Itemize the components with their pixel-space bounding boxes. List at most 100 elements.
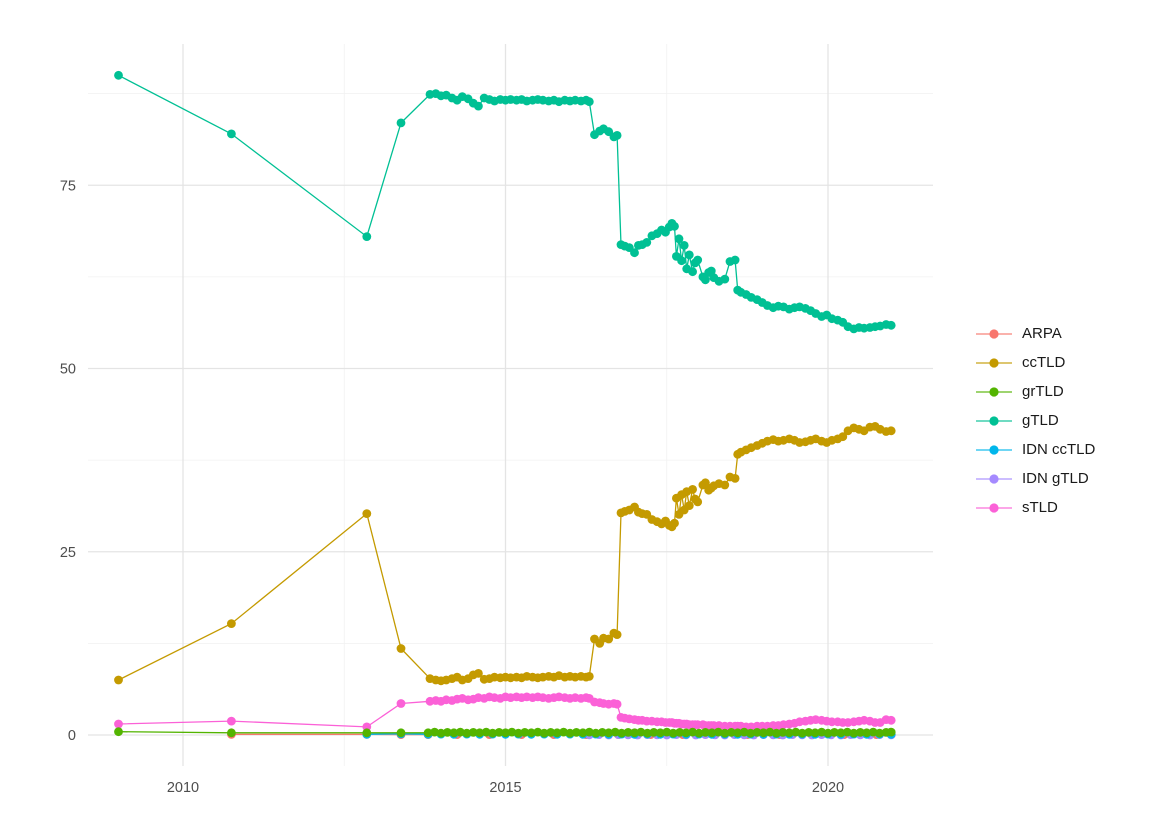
y-tick-label: 0 [68, 728, 76, 744]
data-point [886, 727, 896, 737]
data-point [449, 728, 459, 738]
data-point [688, 485, 697, 494]
legend-item-ARPA: ARPA [975, 319, 1095, 348]
data-point [643, 728, 652, 738]
data-point [526, 728, 536, 738]
legend-key-icon [976, 473, 1012, 484]
data-point [227, 129, 236, 139]
data-point [713, 727, 723, 737]
data-point [565, 728, 575, 738]
y-tick-label: 50 [60, 362, 76, 378]
data-point [630, 248, 639, 258]
data-point [612, 699, 622, 709]
legend-key-icon [976, 357, 1012, 368]
y-tick-label: 25 [60, 545, 76, 561]
data-point [784, 728, 794, 738]
data-point [539, 728, 549, 738]
data-point [520, 728, 530, 737]
data-point [612, 131, 622, 140]
data-point [830, 728, 839, 737]
data-point [706, 266, 716, 276]
series-sTLD [114, 692, 896, 732]
legend-item-IDN-ccTLD: IDN ccTLD [975, 435, 1095, 464]
data-point [684, 501, 694, 510]
legend-label: gTLD [1022, 412, 1059, 429]
data-point [649, 728, 659, 737]
data-point [488, 728, 497, 738]
data-point [507, 727, 517, 737]
data-point [475, 728, 485, 738]
data-point [693, 255, 703, 265]
legend-label: ARPA [1022, 325, 1062, 342]
data-point [227, 728, 236, 738]
x-tick-label: 2010 [167, 780, 199, 796]
data-point [436, 728, 446, 738]
data-point [772, 728, 781, 738]
data-point [668, 728, 678, 738]
data-point [396, 699, 406, 708]
legend-label: sTLD [1022, 499, 1058, 516]
data-point [114, 70, 123, 80]
data-point [720, 728, 730, 738]
data-point [396, 118, 406, 128]
data-point [674, 234, 684, 244]
data-point [730, 255, 740, 265]
data-point [630, 728, 639, 738]
data-point [688, 267, 697, 277]
data-point [362, 509, 372, 518]
data-point [765, 727, 775, 737]
data-point [720, 274, 730, 284]
data-point [546, 728, 556, 737]
data-point [572, 728, 581, 737]
data-point [778, 728, 788, 737]
legend-key-icon [976, 328, 1012, 339]
data-point [693, 497, 703, 507]
legend-key-icon [976, 444, 1012, 455]
y-tick-label: 75 [60, 178, 76, 194]
series-gTLD [114, 70, 896, 334]
data-point [804, 728, 814, 737]
data-point [855, 728, 865, 737]
data-point [701, 478, 710, 488]
legend-label: IDN gTLD [1022, 470, 1089, 487]
legend-item-IDN-gTLD: IDN gTLD [975, 464, 1095, 493]
data-point [612, 630, 622, 639]
legend-item-grTLD: grTLD [975, 377, 1095, 406]
data-point [642, 238, 652, 247]
data-point [707, 728, 717, 738]
legend-label: IDN ccTLD [1022, 441, 1096, 458]
data-point [838, 432, 848, 442]
data-point [514, 728, 523, 738]
data-point [578, 728, 588, 738]
legend-label: ccTLD [1022, 354, 1066, 371]
data-point [455, 727, 465, 737]
data-point [604, 728, 614, 738]
data-point [733, 728, 743, 738]
data-point [617, 728, 626, 738]
data-point [552, 728, 562, 738]
data-point [681, 728, 691, 738]
data-point [670, 221, 679, 231]
data-point [842, 727, 852, 737]
data-point [423, 728, 433, 738]
data-point [584, 727, 594, 737]
data-point [886, 426, 896, 436]
data-point [114, 727, 123, 737]
data-point [823, 728, 833, 738]
data-point [679, 241, 689, 250]
data-point [396, 728, 406, 738]
data-point [701, 275, 710, 285]
data-point [362, 232, 372, 242]
data-point [474, 101, 483, 111]
data-point [746, 728, 755, 738]
x-tick-label: 2015 [489, 780, 521, 796]
data-point [677, 256, 686, 266]
data-point [114, 675, 123, 685]
x-tick-label: 2020 [812, 780, 844, 796]
data-point [468, 728, 478, 737]
data-point [694, 728, 704, 738]
data-point [752, 728, 762, 737]
data-point [604, 634, 614, 644]
